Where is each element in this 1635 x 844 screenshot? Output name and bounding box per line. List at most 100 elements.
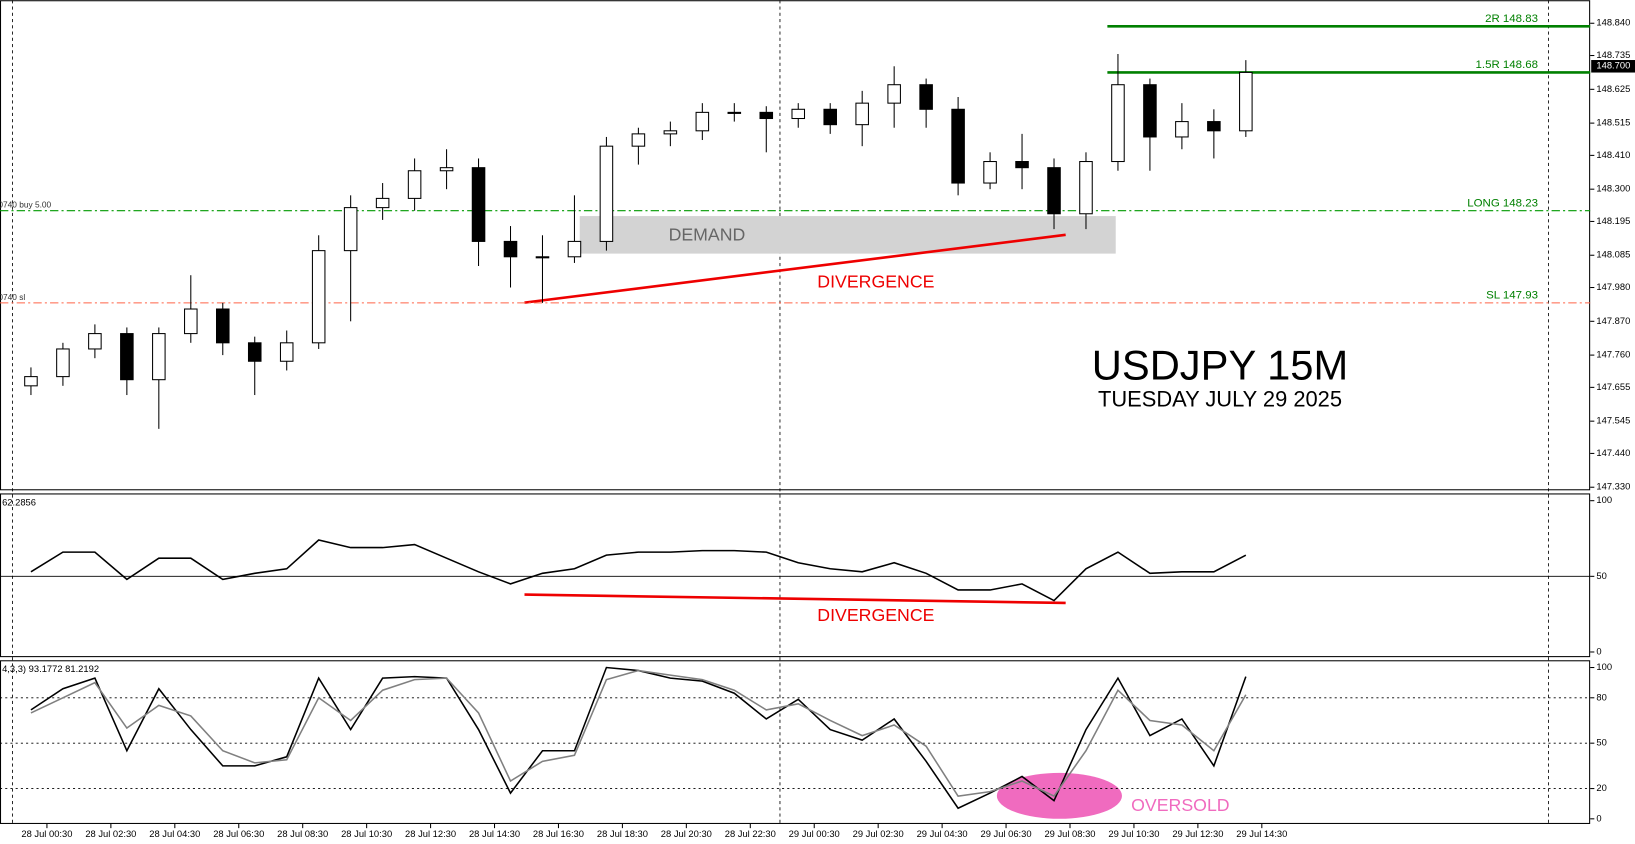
demand-label: DEMAND [669, 225, 746, 245]
x-tick-label: 28 Jul 04:30 [149, 829, 200, 839]
x-tick-label: 28 Jul 00:30 [21, 829, 72, 839]
y-tick-label: 147.545 [1596, 416, 1630, 426]
candle-body [1047, 167, 1061, 215]
panel-border [0, 660, 1591, 824]
candle-body [152, 333, 166, 381]
candle-body [791, 108, 806, 120]
x-tick-label: 29 Jul 02:30 [853, 829, 904, 839]
candle-body [24, 376, 38, 387]
panel-border [0, 493, 1591, 658]
candle-body [1143, 84, 1157, 138]
candle-body [471, 167, 486, 242]
candle-body [663, 130, 678, 135]
candle-body [1079, 161, 1093, 215]
chart-title: USDJPY 15M [1092, 341, 1348, 388]
price-level-label: 2R 148.83 [1485, 13, 1538, 25]
candle-body [919, 84, 933, 110]
candle-body [184, 308, 198, 335]
indicator-line [30, 669, 1247, 798]
panel-border [0, 0, 1591, 491]
candle-body [1111, 84, 1125, 163]
y-tick-label: 148.300 [1596, 184, 1630, 194]
candle-body [695, 111, 710, 132]
y-tick-label: 147.870 [1596, 316, 1630, 326]
y-tick-label: 148.195 [1596, 216, 1630, 226]
candle-body [759, 111, 774, 120]
x-tick-label: 29 Jul 04:30 [917, 829, 968, 839]
y-tick-label: 147.980 [1596, 282, 1630, 292]
x-tick-label: 28 Jul 20:30 [661, 829, 712, 839]
panels [0, 0, 1591, 824]
x-tick-label: 29 Jul 14:30 [1236, 829, 1287, 839]
candle-body [983, 161, 997, 184]
x-tick-label: 28 Jul 14:30 [469, 829, 520, 839]
candle-body [343, 207, 358, 252]
y-tick-label: 100 [1596, 662, 1612, 672]
candle-body [247, 342, 262, 362]
candle-body [631, 133, 646, 147]
x-tick-label: 29 Jul 08:30 [1044, 829, 1095, 839]
y-tick-label: 147.655 [1596, 382, 1630, 392]
y-tick-label: 148.735 [1596, 50, 1630, 60]
x-tick-label: 28 Jul 22:30 [725, 829, 776, 839]
candle-body [567, 240, 582, 258]
candle-body [823, 108, 837, 126]
candle-body [88, 333, 102, 350]
x-tick-label: 28 Jul 10:30 [341, 829, 392, 839]
x-tick-label: 28 Jul 18:30 [597, 829, 648, 839]
candle-body [951, 108, 965, 184]
indicator-header: 62.2856 [2, 497, 36, 507]
price-level-label: 1.5R 148.68 [1476, 59, 1539, 71]
y-tick-label: 148.515 [1596, 118, 1630, 128]
indicator-line [30, 539, 1247, 602]
chart-subtitle: TUESDAY JULY 29 2025 [1098, 386, 1342, 411]
x-tick-label: 28 Jul 16:30 [533, 829, 584, 839]
x-tick-label: 28 Jul 02:30 [85, 829, 136, 839]
candle-body [215, 308, 230, 344]
y-tick-label: 148.625 [1596, 84, 1630, 94]
y-tick-label: 148.840 [1596, 18, 1630, 28]
y-tick-label: 50 [1596, 738, 1606, 748]
x-tick-label: 28 Jul 08:30 [277, 829, 328, 839]
x-tick-label: 28 Jul 12:30 [405, 829, 456, 839]
candle-body [56, 348, 70, 378]
candle-body [120, 333, 134, 381]
current-price-box [1591, 60, 1635, 73]
y-tick-label: 148.410 [1596, 150, 1630, 160]
current-price-label: 148.700 [1596, 61, 1630, 71]
candle-body [1207, 121, 1221, 132]
x-tick-label: 29 Jul 06:30 [981, 829, 1032, 839]
x-tick-label: 29 Jul 12:30 [1172, 829, 1223, 839]
y-tick-label: 147.760 [1596, 350, 1630, 360]
candle-body [279, 342, 294, 362]
y-tick-label: 148.085 [1596, 250, 1630, 260]
x-tick-label: 29 Jul 00:30 [789, 829, 840, 839]
y-tick-label: 147.440 [1596, 448, 1630, 458]
candle-body [1239, 71, 1253, 132]
order-label: 30740 sl [0, 292, 25, 302]
y-tick-label: 0 [1596, 646, 1601, 656]
candle-body [727, 111, 742, 114]
order-label: 30740 buy 5.00 [0, 200, 52, 210]
divergence-label: DIVERGENCE [817, 271, 934, 291]
y-tick-label: 50 [1596, 571, 1606, 581]
price-level-label: LONG 148.23 [1467, 197, 1538, 209]
candle-body [1175, 121, 1189, 138]
divergence-label: DIVERGENCE [817, 605, 934, 625]
candle-body [599, 145, 614, 242]
divergence-line [524, 593, 1066, 605]
candle-body [535, 256, 550, 259]
x-tick-label: 29 Jul 10:30 [1108, 829, 1159, 839]
candle-body [439, 167, 454, 172]
candle-body [887, 84, 901, 104]
candle-body [503, 240, 518, 258]
y-tick-label: 0 [1596, 813, 1601, 823]
price-level-label: SL 147.93 [1486, 290, 1538, 302]
candle-body [311, 250, 326, 344]
x-tick-label: 28 Jul 06:30 [213, 829, 264, 839]
y-tick-label: 100 [1596, 495, 1612, 505]
candle-body [1015, 161, 1029, 169]
y-tick-label: 20 [1596, 783, 1606, 793]
